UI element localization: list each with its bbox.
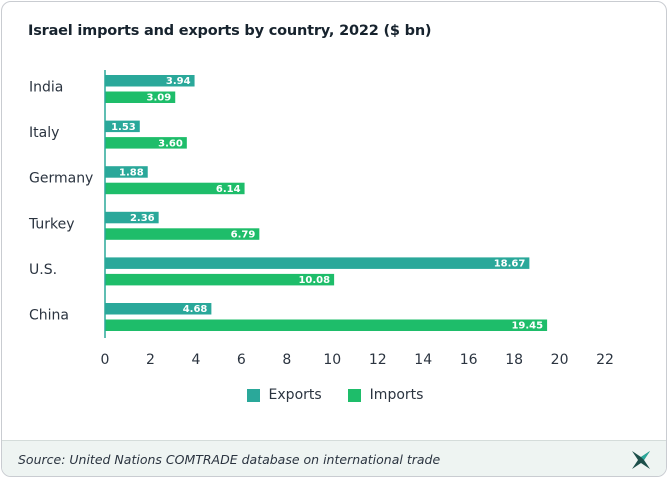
bar-exports <box>105 75 195 87</box>
data-label-imports: 3.60 <box>158 138 183 149</box>
category-label: India <box>29 80 63 96</box>
bar-imports <box>105 137 187 149</box>
x-tick-label: 2 <box>146 352 155 368</box>
bar-exports <box>105 120 140 133</box>
x-tick-label: 12 <box>369 352 387 368</box>
legend-swatch-exports <box>246 388 260 402</box>
legend-item-exports: Exports <box>246 387 322 403</box>
source-note: Source: United Nations COMTRADE database… <box>18 452 441 467</box>
chart-legend: Exports Imports <box>2 385 666 405</box>
x-tick-label: 6 <box>237 352 246 368</box>
footer: Source: United Nations COMTRADE database… <box>2 440 666 476</box>
data-label-exports: 18.67 <box>494 259 526 270</box>
category-label: Italy <box>29 125 59 141</box>
bar-imports <box>105 319 548 331</box>
x-tick-label: 20 <box>551 352 569 368</box>
bar-imports <box>105 91 176 103</box>
x-tick-label: 10 <box>323 352 341 368</box>
legend-label-imports: Imports <box>369 387 424 403</box>
data-label-imports: 6.14 <box>216 184 241 195</box>
data-label-exports: 3.94 <box>166 76 191 87</box>
legend-item-imports: Imports <box>347 387 424 403</box>
bar-chart: India 3.94 3.09 Italy 1.53 3.60 Germany 1.88 6.1… <box>28 70 614 368</box>
bar-exports <box>105 303 212 315</box>
bar-imports <box>105 182 245 195</box>
category-label: Turkey <box>28 216 75 232</box>
brand-cross-logo-icon <box>632 451 650 469</box>
bar-exports <box>105 211 159 224</box>
x-tick-label: 14 <box>414 352 432 368</box>
bar-exports <box>105 166 148 178</box>
data-label-imports: 10.08 <box>298 275 330 286</box>
x-tick-label: 18 <box>505 352 523 368</box>
category-label: U.S. <box>29 262 57 278</box>
data-label-imports: 6.79 <box>231 230 256 241</box>
bar-exports <box>105 257 530 269</box>
data-label-exports: 2.36 <box>130 213 155 224</box>
legend-swatch-imports <box>347 388 361 402</box>
legend-label-exports: Exports <box>268 387 322 403</box>
chart-title: Israel imports and exports by country, 2… <box>28 23 432 39</box>
x-tick-label: 4 <box>191 352 200 368</box>
category-label: China <box>29 308 69 324</box>
data-label-exports: 1.88 <box>119 167 144 178</box>
data-label-exports: 1.53 <box>111 122 136 133</box>
bar-imports <box>105 273 335 286</box>
x-tick-label: 22 <box>596 352 614 368</box>
category-label: Germany <box>29 171 93 187</box>
data-label-imports: 19.45 <box>511 321 543 332</box>
x-tick-label: 16 <box>460 352 478 368</box>
bar-imports <box>105 228 260 240</box>
data-label-exports: 4.68 <box>183 304 208 315</box>
data-label-imports: 3.09 <box>147 93 172 104</box>
x-tick-label: 0 <box>101 352 110 368</box>
x-tick-label: 8 <box>282 352 291 368</box>
